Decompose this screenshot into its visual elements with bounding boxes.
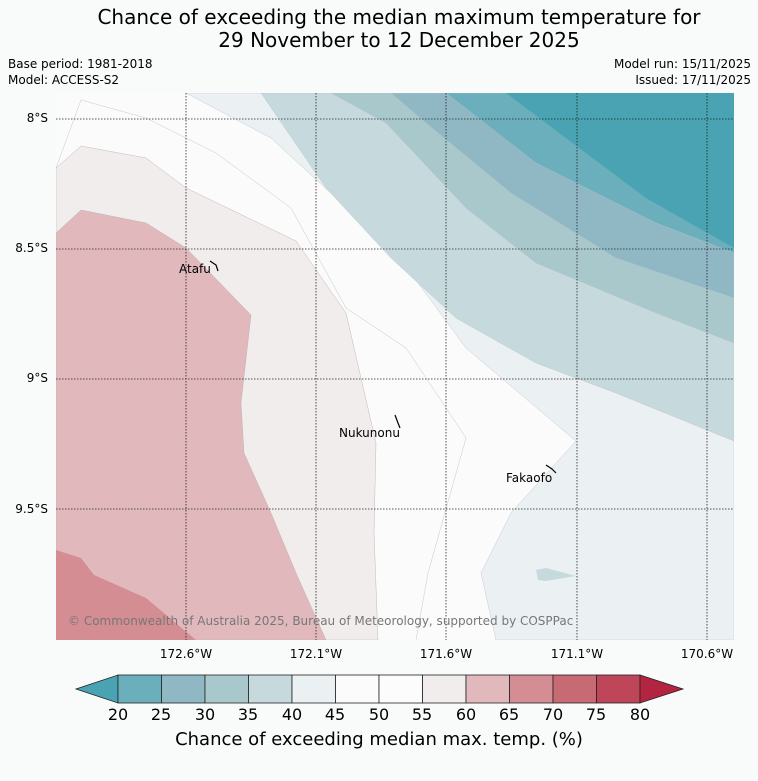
contour-60-65 [56,209,327,640]
colorbar-cell [596,674,641,704]
colorbar-cell [291,674,336,704]
model-run: Model run: 15/11/2025 [613,57,751,71]
model-name: Model: ACCESS-S2 [8,73,120,87]
map-canvas [56,93,734,640]
colorbar-tick: 50 [368,705,390,724]
colorbar-cell [552,674,597,704]
colorbar-arrow-low [74,674,119,704]
fakaofo-island-icon [545,464,557,474]
lat-label-9s: 9°S [26,371,48,385]
lon-label-171-6w: 171.6°W [419,647,473,661]
colorbar-arrow-high [639,674,685,704]
issued-date: Issued: 17/11/2025 [635,73,751,87]
lat-label-9-5s: 9.5°S [15,502,48,516]
lon-label-171-1w: 171.1°W [550,647,604,661]
title-line-1: Chance of exceeding the median maximum t… [97,5,701,29]
contour-below-20 [506,93,734,248]
contour-40-45-patch [536,568,576,581]
lat-label-8s: 8°S [26,111,48,125]
colorbar-cell [117,674,162,704]
title-line-2: 29 November to 12 December 2025 [218,28,580,52]
lon-label-172-6w: 172.6°W [159,647,213,661]
colorbar-tick: 45 [324,705,346,724]
colorbar-label: Chance of exceeding median max. temp. (%… [175,729,583,750]
colorbar-tick: 40 [281,705,303,724]
copyright-notice: © Commonwealth of Australia 2025, Bureau… [68,614,574,628]
colorbar-tick: 35 [237,705,259,724]
colorbar-tick: 65 [498,705,520,724]
colorbar-tick: 60 [455,705,477,724]
nukunonu-island-icon [394,414,401,429]
lon-label-170-6w: 170.6°W [680,647,734,661]
place-label-nukunonu: Nukunonu [339,426,400,440]
colorbar-cell [422,674,467,704]
colorbar-tick: 70 [542,705,564,724]
colorbar-cell [509,674,554,704]
meta-right: Model run: 15/11/2025 Issued: 17/11/2025 [614,56,751,88]
contour-65-70 [56,550,196,640]
colorbar-cell [248,674,293,704]
atafu-island-icon [209,260,219,272]
colorbar-cell [335,674,380,704]
colorbar-cell [161,674,206,704]
colorbar-tick: 75 [585,705,607,724]
place-label-fakaofo: Fakaofo [506,471,553,485]
map-title: Chance of exceeding the median maximum t… [0,6,758,52]
lat-label-8-5s: 8.5°S [15,241,48,255]
contour-line-50 [56,99,467,640]
lon-label-172-1w: 172.1°W [289,647,343,661]
meta-left: Base period: 1981-2018 Model: ACCESS-S2 [8,56,153,88]
colorbar-cell [378,674,423,704]
colorbar-tick: 30 [194,705,216,724]
map-area [56,93,734,640]
place-label-atafu: Atafu [179,262,211,276]
base-period: Base period: 1981-2018 [8,57,153,71]
colorbar-tick: 25 [150,705,172,724]
colorbar-tick: 55 [411,705,433,724]
colorbar [74,674,685,704]
colorbar-tick: 80 [629,705,651,724]
graticule [56,93,734,640]
colorbar-cell [204,674,249,704]
colorbar-cell [465,674,510,704]
colorbar-tick: 20 [107,705,129,724]
